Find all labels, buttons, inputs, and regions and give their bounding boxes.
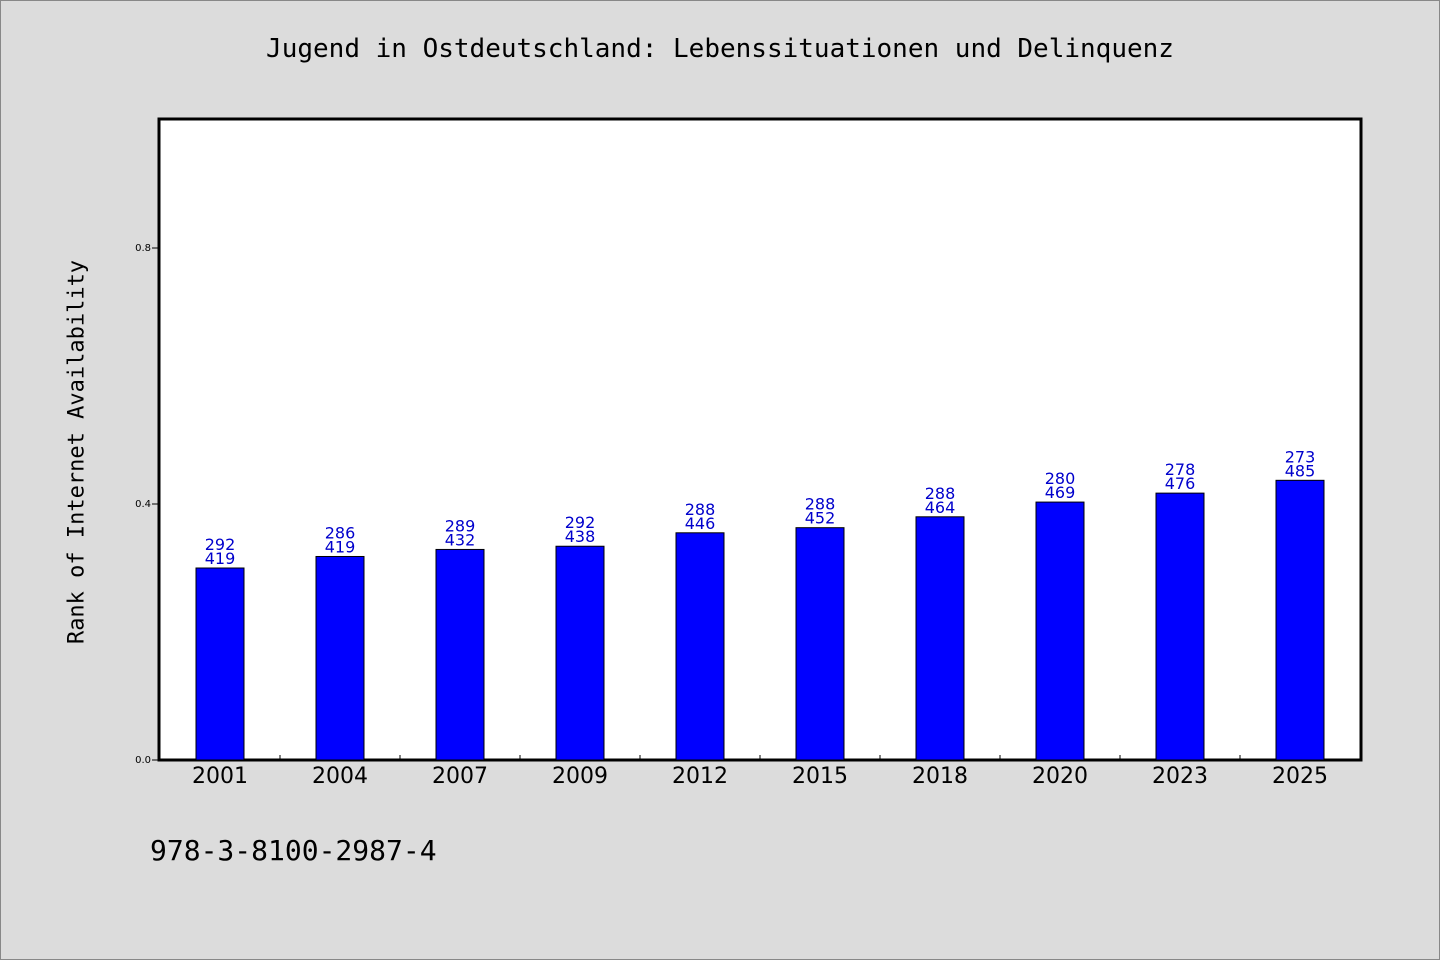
y-tick-label: 0.8 (135, 243, 151, 254)
bar (315, 555, 365, 761)
x-tick-label: 2009 (552, 764, 608, 789)
y-tick-label: 0.4 (135, 499, 151, 510)
bar-label-top: 292 (205, 535, 236, 554)
chart-title: Jugend in Ostdeutschland: Lebenssituatio… (266, 34, 1174, 64)
bar (795, 527, 845, 761)
bar-label-bottom: 419 (325, 537, 356, 556)
bar-label-top: 288 (685, 500, 716, 519)
x-tick-label: 2015 (792, 764, 848, 789)
bar (675, 532, 725, 761)
bar-label-top: 278 (1165, 460, 1196, 479)
bar-label-bottom: 469 (1045, 483, 1076, 502)
bar-label-bottom: 452 (805, 509, 836, 528)
bar (555, 545, 605, 761)
x-tick-label: 2018 (912, 764, 968, 789)
bar-label-top: 289 (445, 516, 476, 535)
bar-label-bottom: 446 (685, 514, 716, 533)
bar (435, 548, 485, 761)
bar (1155, 492, 1205, 761)
bars-group: 2924192864192894322924382884462884522884… (195, 447, 1325, 761)
bar-label-bottom: 485 (1285, 461, 1316, 480)
bar-label-bottom: 438 (565, 527, 596, 546)
bar-label-bottom: 464 (925, 498, 956, 517)
x-tick-label: 2001 (192, 764, 248, 789)
x-ticks-group: 2001 2004 2007 2009 2012 2015 2018 2020 2023 2025 (192, 755, 1328, 789)
bar-label-top: 292 (565, 513, 596, 532)
x-tick-label: 2025 (1272, 764, 1328, 789)
bar-label-bottom: 476 (1165, 474, 1196, 493)
bar-label-top: 288 (805, 495, 836, 514)
y-tick-label: 0.0 (135, 755, 151, 766)
bar (915, 516, 965, 761)
y-ticks-group: 0.0 0.4 0.8 (135, 243, 160, 766)
bar (1035, 501, 1085, 761)
bar-label-top: 288 (925, 484, 956, 503)
x-tick-label: 2004 (312, 764, 368, 789)
bar (1275, 479, 1325, 761)
bar-label-bottom: 419 (205, 549, 236, 568)
bar-label-top: 280 (1045, 469, 1076, 488)
x-tick-label: 2007 (432, 764, 488, 789)
x-tick-label: 2023 (1152, 764, 1208, 789)
bar (195, 567, 245, 761)
x-tick-label: 2020 (1032, 764, 1088, 789)
x-tick-label: 2012 (672, 764, 728, 789)
isbn-text: 978-3-8100-2987-4 (150, 834, 437, 867)
bar-label-top: 273 (1285, 447, 1316, 466)
bar-label-bottom: 432 (445, 530, 476, 549)
bar-label-top: 286 (325, 523, 356, 542)
